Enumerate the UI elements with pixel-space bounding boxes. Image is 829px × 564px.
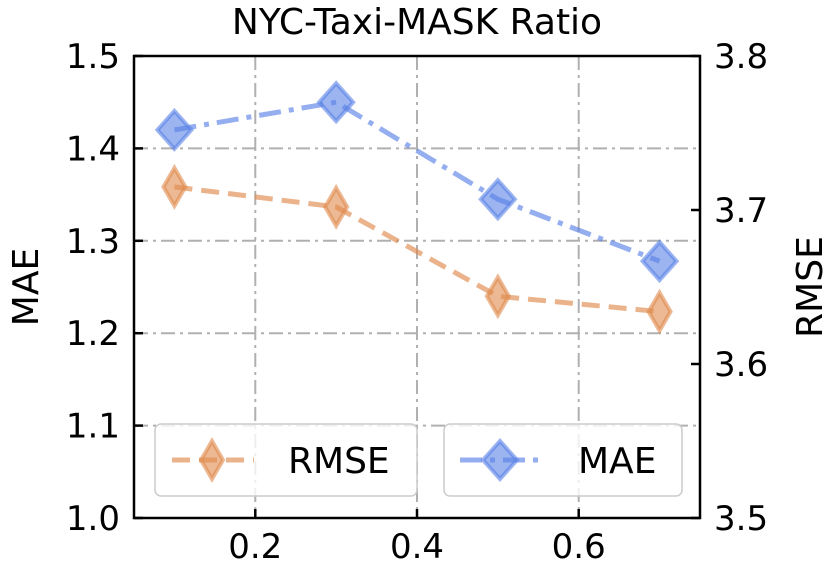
point-mae <box>478 177 518 222</box>
legend-marker-rmse <box>198 437 226 483</box>
y-axis-left: 1.0 1.1 1.2 1.3 1.4 1.5 <box>66 37 143 539</box>
y-right-tick-label: 3.7 <box>714 191 768 231</box>
y-left-tick-label: 1.3 <box>66 222 120 262</box>
series-mae <box>154 80 680 284</box>
y-label-right: RMSE <box>790 236 829 338</box>
y-right-tick-label: 3.5 <box>714 499 768 539</box>
legend-marker-mae <box>480 438 520 482</box>
point-rmse <box>484 273 512 320</box>
x-axis: 0.2 0.4 0.6 <box>228 509 606 564</box>
y-left-tick-label: 1.0 <box>66 499 120 539</box>
x-tick-label: 0.4 <box>390 527 444 564</box>
series-line-rmse <box>174 184 660 315</box>
legend: RMSE MAE <box>154 423 683 497</box>
y-label-left: MAE <box>6 248 47 326</box>
y-left-tick-label: 1.4 <box>66 129 120 169</box>
point-rmse <box>646 288 673 335</box>
legend-label-mae: MAE <box>578 441 656 482</box>
y-left-tick-label: 1.5 <box>66 37 120 77</box>
point-rmse <box>161 163 188 210</box>
point-mae <box>316 80 356 125</box>
series-line-mae <box>174 99 661 264</box>
y-right-tick-label: 3.6 <box>714 345 768 385</box>
y-left-tick-label: 1.2 <box>66 314 120 354</box>
legend-box-rmse <box>154 423 418 497</box>
series-rmse <box>161 163 673 335</box>
series-layer <box>154 80 680 335</box>
point-mae <box>154 107 195 152</box>
y-axis-right: 3.5 3.6 3.7 3.8 <box>691 37 768 539</box>
point-rmse <box>322 183 350 230</box>
y-left-tick-label: 1.1 <box>66 407 120 447</box>
y-right-tick-label: 3.8 <box>714 37 768 77</box>
legend-swatch-mae <box>460 438 542 482</box>
chart-title: NYC-Taxi-MASK Ratio <box>232 2 602 43</box>
legend-swatch-rmse <box>172 437 254 483</box>
x-tick-label: 0.6 <box>552 527 606 564</box>
legend-label-rmse: RMSE <box>288 441 390 482</box>
point-mae <box>639 239 680 284</box>
x-tick-label: 0.2 <box>228 527 282 564</box>
